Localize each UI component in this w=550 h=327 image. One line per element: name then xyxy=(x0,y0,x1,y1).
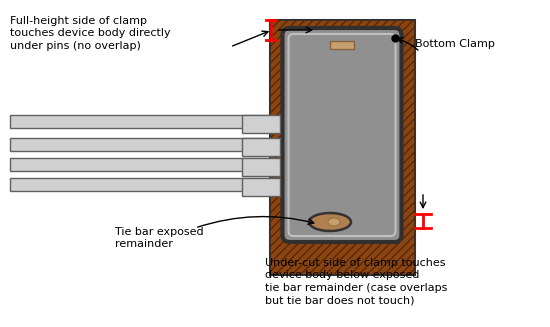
Text: Tie bar exposed
remainder: Tie bar exposed remainder xyxy=(115,227,204,250)
Ellipse shape xyxy=(309,213,351,231)
Bar xyxy=(242,158,280,176)
FancyBboxPatch shape xyxy=(283,28,402,242)
Text: Full-height side of clamp
touches device body directly
under pins (no overlap): Full-height side of clamp touches device… xyxy=(10,16,170,51)
Bar xyxy=(10,158,275,171)
Text: Bottom Clamp: Bottom Clamp xyxy=(415,39,495,49)
Bar xyxy=(242,178,280,196)
Bar xyxy=(10,115,275,128)
Bar xyxy=(10,138,275,151)
Bar xyxy=(330,41,354,49)
Bar xyxy=(270,20,415,275)
Bar xyxy=(242,138,280,156)
Bar xyxy=(10,178,275,191)
Ellipse shape xyxy=(328,218,340,226)
Bar xyxy=(242,115,280,133)
Bar xyxy=(270,20,415,275)
Text: Under-cut side of clamp touches
device body below exposed
tie bar remainder (cas: Under-cut side of clamp touches device b… xyxy=(265,258,447,305)
